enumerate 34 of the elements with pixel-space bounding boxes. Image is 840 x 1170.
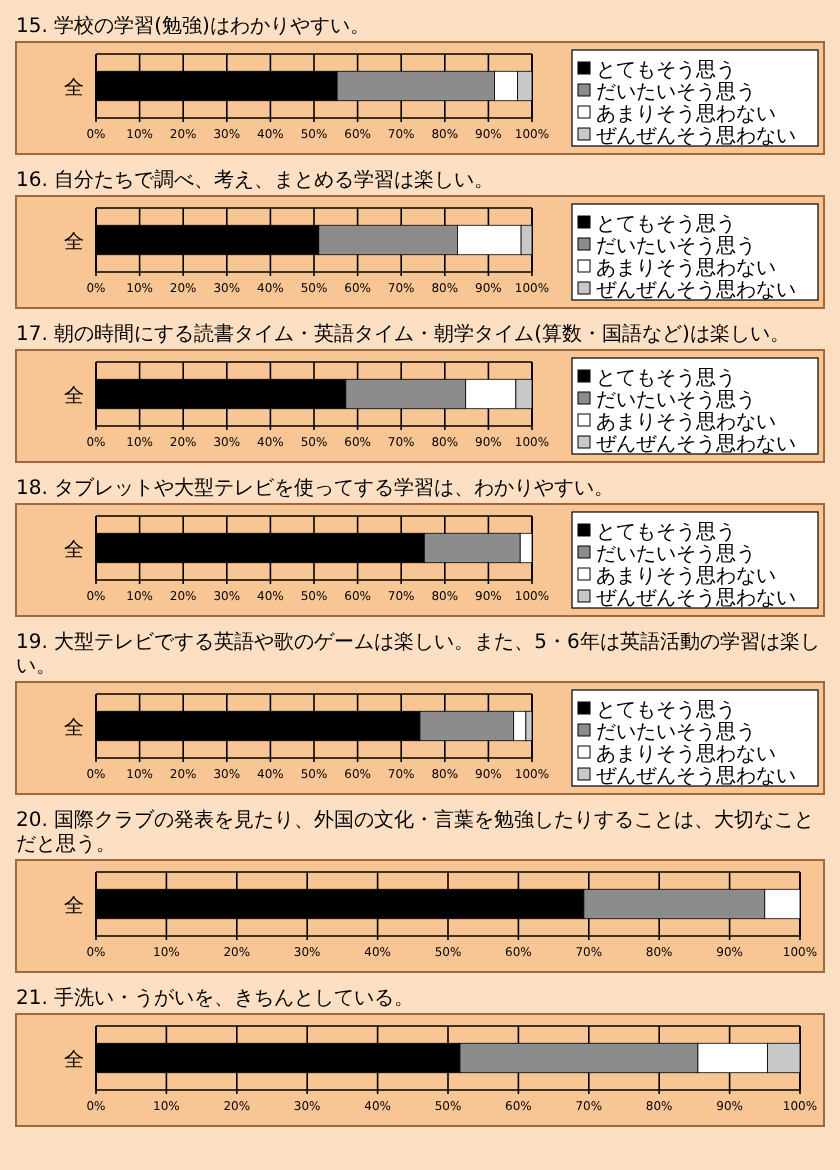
legend-label: だいたいそう思う [596,390,756,412]
chart-title: 21. 手洗い・うがいを、きちんとしている。 [16,986,415,1010]
legend-label: とてもそう思う [596,214,736,236]
legend-label: とてもそう思う [596,700,736,722]
legend-label: だいたいそう思う [596,722,756,744]
chart-title: 17. 朝の時間にする読書タイム・英語タイム・朝学タイム(算数・国語など)は楽しい。 [16,322,790,346]
legend-label: とてもそう思う [596,368,736,390]
y-tick-label: 全 [64,894,84,918]
chart-title: 20. 国際クラブの発表を見たり、外国の文化・言葉を勉強したりすることは、大切なことだと思う。 [16,808,815,856]
legend-label: ぜんぜんそう思わない [596,588,796,610]
legend-label: とてもそう思う [596,60,736,82]
chart-title: 16. 自分たちで調べ、考え、まとめる学習は楽しい。 [16,168,495,192]
y-tick-label: 全 [64,538,84,562]
legend-label: あまりそう思わない [596,258,776,280]
legend-label: ぜんぜんそう思わない [596,434,796,456]
legend-label: ぜんぜんそう思わない [596,126,796,148]
y-tick-label: 全 [64,716,84,740]
legend-label: だいたいそう思う [596,82,756,104]
chart-title: 15. 学校の学習(勉強)はわかりやすい。 [16,14,370,38]
legend-label: あまりそう思わない [596,412,776,434]
chart-title: 19. 大型テレビでする英語や歌のゲームは楽しい。また、5・6年は英語活動の学習は楽しい。 [16,630,820,678]
legend-label: あまりそう思わない [596,744,776,766]
legend-label: だいたいそう思う [596,544,756,566]
legend-label: とてもそう思う [596,522,736,544]
legend-label: あまりそう思わない [596,104,776,126]
y-tick-label: 全 [64,230,84,254]
legend-label: ぜんぜんそう思わない [596,280,796,302]
y-tick-label: 全 [64,384,84,408]
chart-title: 18. タブレットや大型テレビを使ってする学習は、わかりやすい。 [16,476,615,500]
legend-label: ぜんぜんそう思わない [596,766,796,788]
legend-label: あまりそう思わない [596,566,776,588]
y-tick-label: 全 [64,76,84,100]
y-tick-label: 全 [64,1048,84,1072]
legend-label: だいたいそう思う [596,236,756,258]
